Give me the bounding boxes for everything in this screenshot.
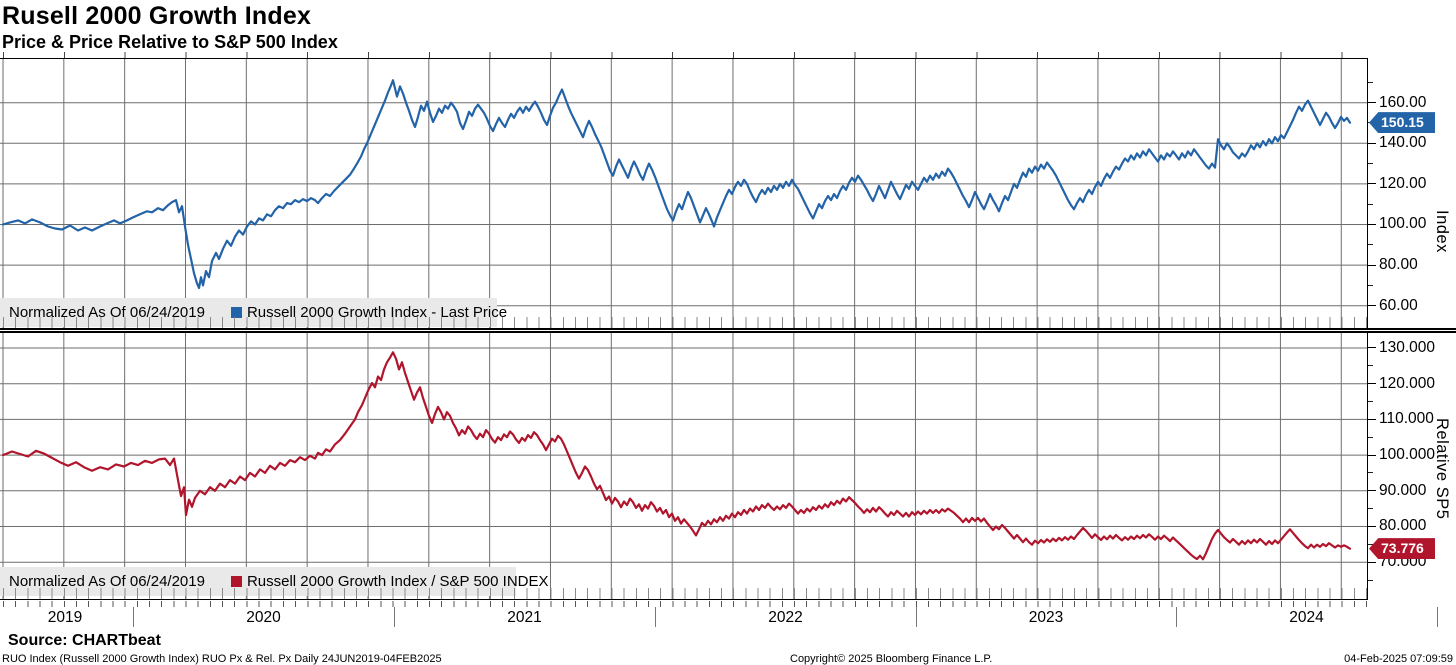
y-tick xyxy=(1368,305,1376,307)
y-minor-tick xyxy=(1368,543,1373,545)
y-tick xyxy=(1368,102,1376,104)
y-axis-title: Relative SP5 xyxy=(1433,418,1451,520)
timestamp-label: 04-Feb-2025 07:09:59 xyxy=(1344,653,1453,665)
panel-divider xyxy=(0,328,1456,333)
y-minor-tick xyxy=(1368,436,1373,438)
chart-description: RUO Index (Russell 2000 Growth Index) RU… xyxy=(2,653,442,665)
y-tick-label: 100.00 xyxy=(1379,215,1427,233)
year-separator xyxy=(133,607,134,627)
price-line-chart xyxy=(0,58,1368,329)
page-subtitle: Price & Price Relative to S&P 500 Index xyxy=(2,32,338,52)
year-label: 2023 xyxy=(1028,609,1064,626)
minor-date-ticks xyxy=(0,588,1368,599)
year-separator xyxy=(394,607,395,627)
y-minor-tick xyxy=(1368,284,1373,286)
y-tick-label: 160.00 xyxy=(1379,93,1427,111)
y-tick-label: 60.00 xyxy=(1379,296,1418,314)
y-tick-label: 140.00 xyxy=(1379,134,1427,152)
y-tick-label: 80.000 xyxy=(1379,517,1427,535)
y-tick xyxy=(1368,347,1376,349)
y-axis-title: Index xyxy=(1433,210,1451,253)
y-minor-tick xyxy=(1368,472,1373,474)
y-minor-tick xyxy=(1368,579,1373,581)
y-minor-tick xyxy=(1368,244,1373,246)
year-label: 2020 xyxy=(246,609,281,626)
y-tick-label: 130.000 xyxy=(1379,338,1436,356)
y-minor-tick xyxy=(1368,203,1373,205)
last-price-badge: 150.15 xyxy=(1369,112,1435,134)
blue-series-swatch-icon xyxy=(230,307,242,318)
year-separator xyxy=(1437,607,1438,627)
y-tick xyxy=(1368,383,1376,385)
minor-date-ticks xyxy=(0,317,1368,328)
y-tick-label: 110.000 xyxy=(1379,410,1434,428)
series-label: Russell 2000 Growth Index - Last Price xyxy=(246,304,508,321)
price-y-axis: 150.15 Index 160.00 140.00 120.00 100.00 80.… xyxy=(1368,58,1456,329)
year-label: 2024 xyxy=(1289,609,1324,626)
y-tick xyxy=(1368,561,1376,563)
copyright-label: Copyright© 2025 Bloomberg Finance L.P. xyxy=(790,653,993,665)
y-tick-label: 90.000 xyxy=(1379,481,1427,499)
y-tick xyxy=(1368,183,1376,185)
y-tick xyxy=(1368,525,1376,527)
y-tick xyxy=(1368,490,1376,492)
normalized-as-of-label: Normalized As Of 06/24/2019 xyxy=(9,304,205,321)
minor-date-ticks xyxy=(0,601,1368,607)
x-axis: 2019 2020 2021 2022 2023 2024 xyxy=(0,600,1456,632)
y-minor-tick xyxy=(1368,401,1373,403)
top-axis-ticks xyxy=(0,52,1368,58)
year-separator xyxy=(916,607,917,627)
y-tick xyxy=(1368,418,1376,420)
year-label: 2019 xyxy=(47,609,83,626)
y-tick xyxy=(1368,142,1376,144)
year-label: 2022 xyxy=(768,609,803,626)
series-label: Russell 2000 Growth Index / S&P 500 INDE… xyxy=(246,573,549,590)
y-tick-label: 120.000 xyxy=(1379,374,1436,392)
y-tick xyxy=(1368,454,1376,456)
red-series-swatch-icon xyxy=(230,576,242,587)
page-title: Rusell 2000 Growth Index xyxy=(2,2,312,30)
y-tick-label: 80.00 xyxy=(1379,256,1418,274)
y-tick xyxy=(1368,264,1376,266)
y-minor-tick xyxy=(1368,365,1373,367)
y-tick-label: 120.00 xyxy=(1379,174,1427,192)
price-chart-panel[interactable]: Normalized As Of 06/24/2019 Russell 2000… xyxy=(0,58,1368,329)
relative-value-badge: 73.776 xyxy=(1369,538,1435,560)
y-tick xyxy=(1368,223,1376,225)
normalized-as-of-label: Normalized As Of 06/24/2019 xyxy=(9,573,205,590)
relative-y-axis: 73.776 Relative SP5 130.000 120.000 110.00… xyxy=(1368,333,1456,600)
year-label: 2021 xyxy=(507,609,542,626)
year-separator xyxy=(1176,607,1177,627)
y-minor-tick xyxy=(1368,81,1373,83)
y-tick-label: 100.000 xyxy=(1379,446,1436,464)
y-minor-tick xyxy=(1368,163,1373,165)
relative-chart-panel[interactable]: Normalized As Of 06/24/2019 Russell 2000… xyxy=(0,333,1368,600)
relative-line-chart xyxy=(0,333,1368,600)
year-separator xyxy=(655,607,656,627)
y-minor-tick xyxy=(1368,508,1373,510)
source-label: Source: CHARTbeat xyxy=(8,632,161,649)
